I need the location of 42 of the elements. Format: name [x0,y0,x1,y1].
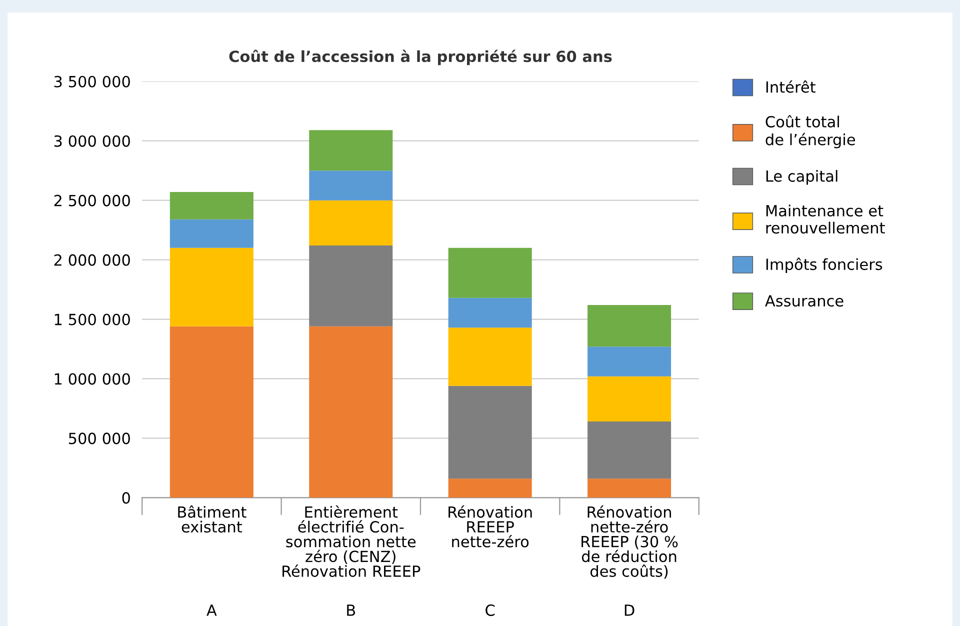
chart-title: Coût de l’accession à la propriété sur 60 ans [229,50,612,66]
legend-label: Coût total de l’énergie [766,115,855,148]
bar [309,326,393,498]
bar [588,346,672,376]
bar [588,478,672,498]
bar [309,246,393,326]
bar [170,326,254,498]
legend-label: Le capital [766,170,838,185]
bar [170,219,254,248]
bar [170,192,254,220]
y-tick-label: 2 000 000 [54,254,130,266]
bar [588,376,672,422]
y-tick-label: 500 000 [68,432,130,444]
bar [448,328,532,386]
y-tick-label: 0 [122,492,130,504]
legend-label: Intérêt [766,80,816,93]
x-tick-label: Entièrement électrifié Con- sommation nette zéro (CENZ) Rénovation REEEP [282,505,420,577]
x-tick-label: Rénovation nette-zéro REEEP (30 % de réduction des coûts) [582,505,678,579]
bar [588,304,672,347]
x-tick-label: Bâtiment existant [178,505,246,533]
text: D [624,604,634,616]
y-tick-label: 1 000 000 [54,373,130,385]
text: A [206,604,217,616]
bar [309,170,393,200]
legend-label: Assurance [765,295,844,307]
bar [448,478,532,498]
bar [309,130,393,171]
legend-label: Impôts fonciers [766,258,882,274]
bar [170,248,254,326]
bar [448,248,532,298]
y-tick-label: 3 000 000 [54,135,130,147]
x-tick-label: Rénovation REEEP nette-zéro [448,505,532,548]
y-tick-label: 3 500 000 [54,76,130,88]
bar [448,298,532,328]
text: C [486,604,495,616]
y-tick-label: 2 500 000 [54,194,130,206]
bar [309,200,393,246]
y-tick-label: 1 500 000 [54,314,130,326]
legend-label: Maintenance et renouvellement [766,204,885,234]
bar [448,386,532,479]
text: B [347,604,356,616]
bar [588,422,672,479]
